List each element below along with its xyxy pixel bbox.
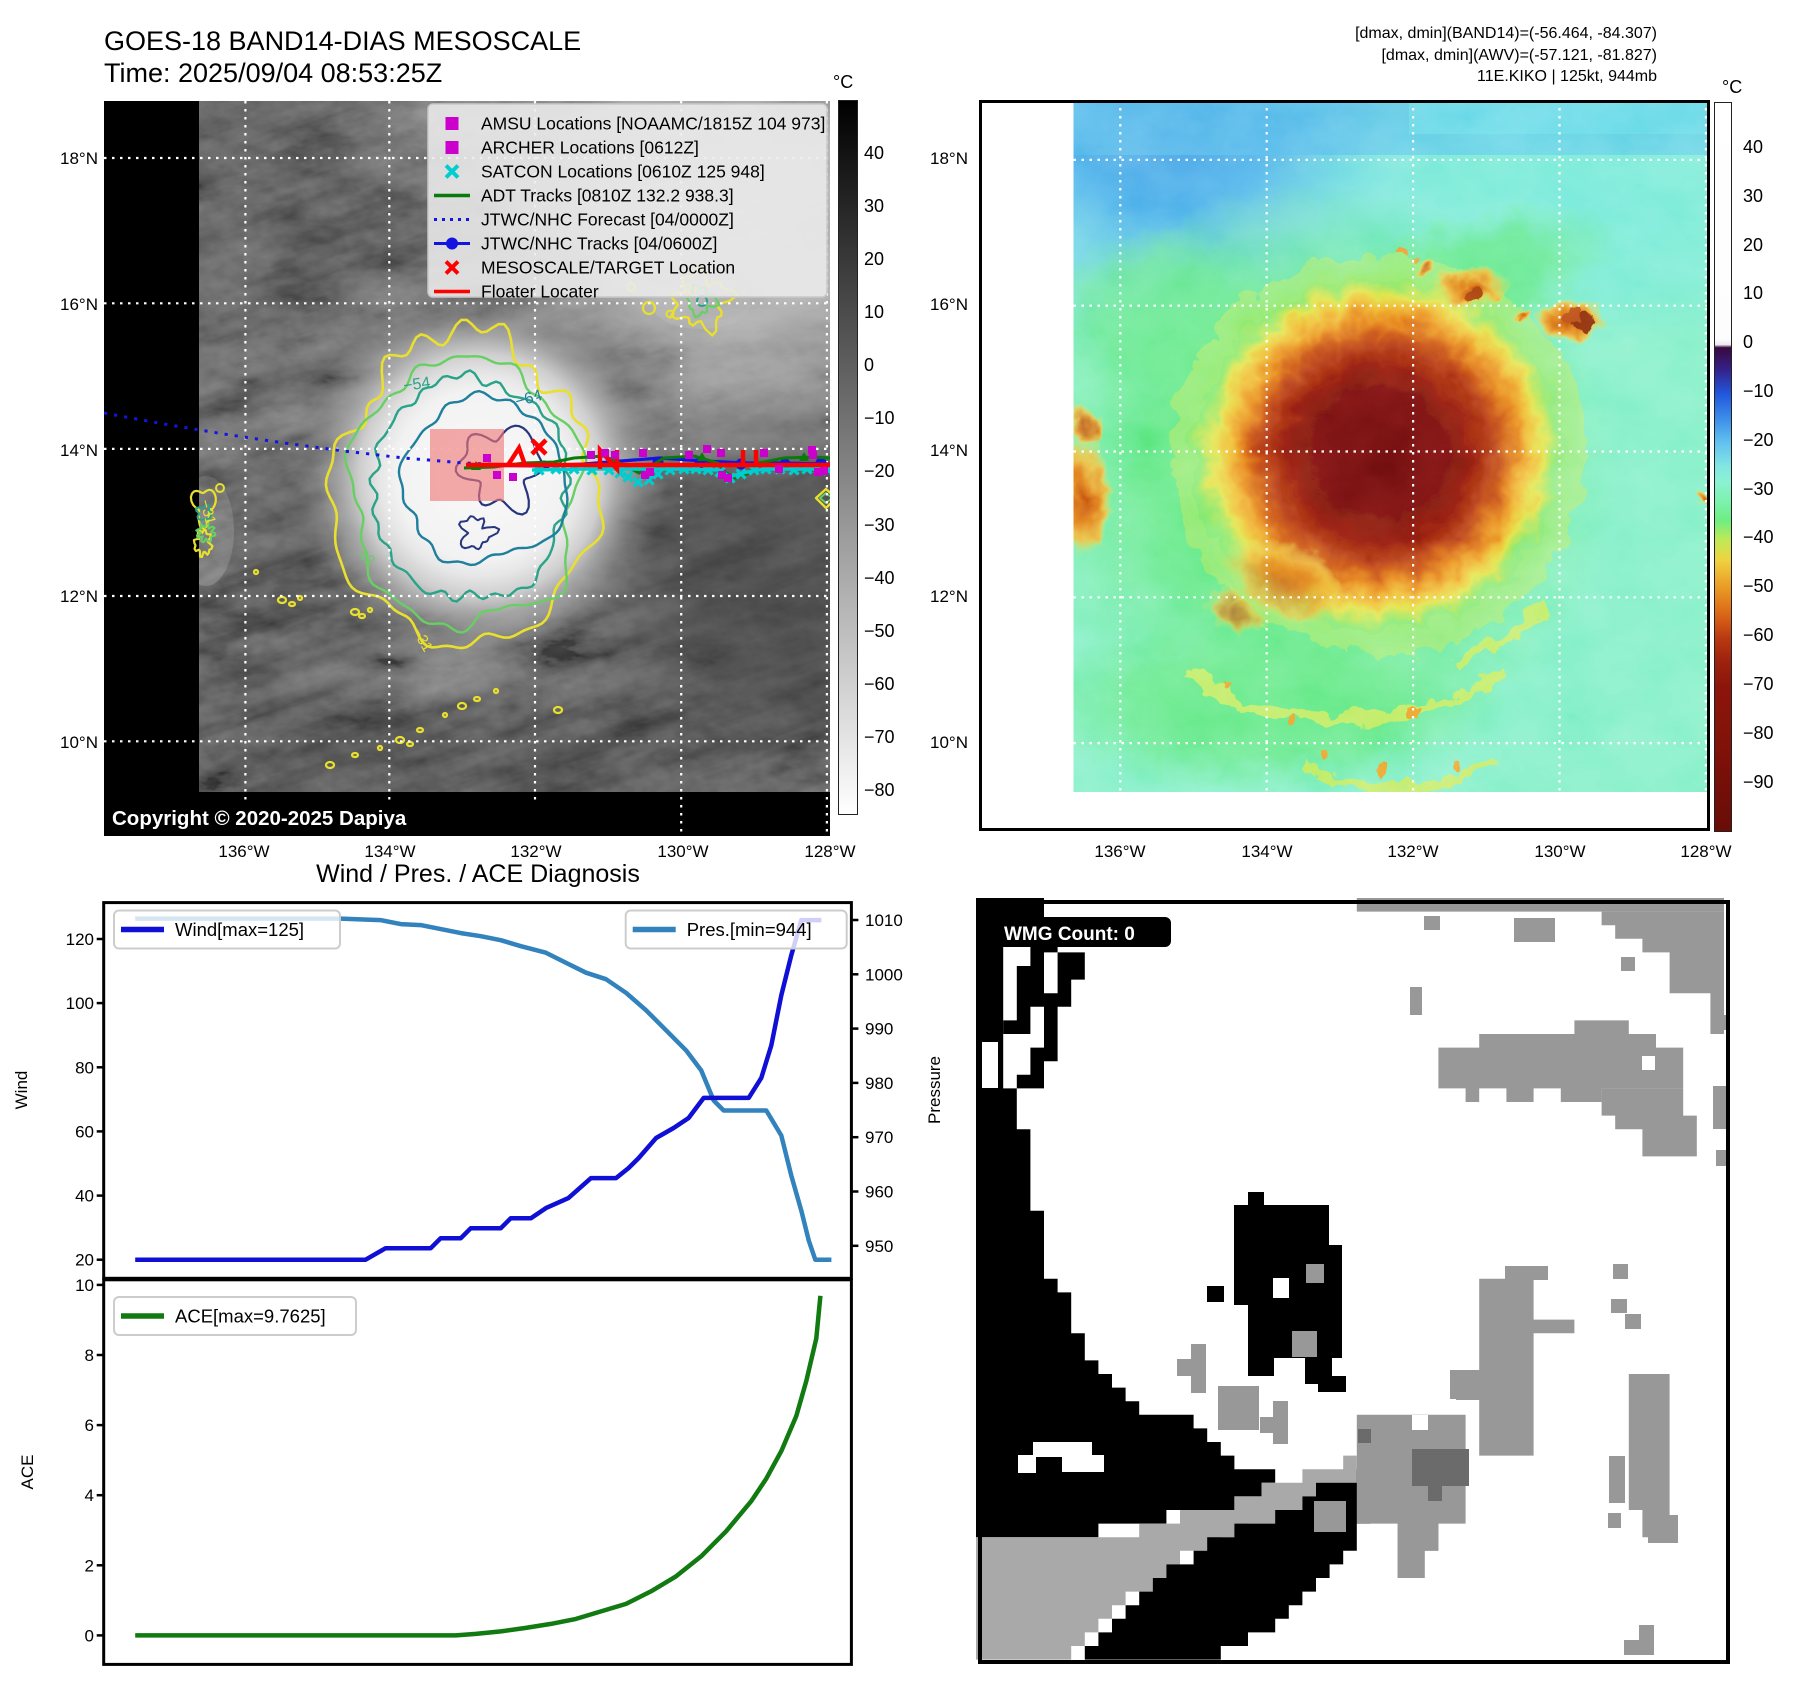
- svg-text:60: 60: [75, 1122, 94, 1141]
- svg-text:Floater Locater: Floater Locater: [481, 282, 599, 302]
- svg-text:950: 950: [865, 1237, 893, 1256]
- svg-text:40: 40: [75, 1187, 94, 1206]
- svg-text:970: 970: [865, 1128, 893, 1147]
- svg-text:100: 100: [66, 994, 94, 1013]
- svg-text:120: 120: [66, 930, 94, 949]
- svg-text:Wind / Pres. / ACE Diagnosis: Wind / Pres. / ACE Diagnosis: [316, 860, 640, 888]
- svg-text:MESOSCALE/TARGET Location: MESOSCALE/TARGET Location: [481, 258, 735, 278]
- svg-text:Wind[max=125]: Wind[max=125]: [175, 919, 304, 940]
- svg-text:JTWC/NHC Tracks [04/0600Z]: JTWC/NHC Tracks [04/0600Z]: [481, 234, 717, 254]
- svg-text:0: 0: [85, 1626, 94, 1645]
- svg-text:Pres.[min=944]: Pres.[min=944]: [687, 919, 812, 940]
- svg-text:AMSU Locations [NOAAMC/1815Z 1: AMSU Locations [NOAAMC/1815Z 104 973]: [481, 114, 825, 134]
- svg-text:10: 10: [75, 1276, 94, 1295]
- svg-text:−54: −54: [402, 374, 431, 395]
- svg-text:SATCON Locations [0610Z 125 94: SATCON Locations [0610Z 125 948]: [481, 162, 765, 182]
- svg-text:−31: −31: [196, 498, 219, 527]
- svg-text:ACE[max=9.7625]: ACE[max=9.7625]: [175, 1306, 326, 1327]
- svg-text:990: 990: [865, 1020, 893, 1039]
- svg-text:980: 980: [865, 1074, 893, 1093]
- svg-text:−64: −64: [513, 387, 544, 411]
- svg-text:2: 2: [85, 1556, 94, 1575]
- svg-text:20: 20: [75, 1251, 94, 1270]
- svg-text:Wind: Wind: [12, 1071, 31, 1110]
- svg-text:ARCHER Locations [0612Z]: ARCHER Locations [0612Z]: [481, 138, 699, 158]
- svg-text:ACE: ACE: [18, 1455, 37, 1490]
- svg-text:Copyright © 2020-2025 Dapiya: Copyright © 2020-2025 Dapiya: [112, 807, 407, 830]
- svg-text:6: 6: [85, 1416, 94, 1435]
- svg-text:1000: 1000: [865, 965, 903, 984]
- svg-text:8: 8: [85, 1346, 94, 1365]
- svg-text:ADT Tracks [0810Z 132.2 938.3]: ADT Tracks [0810Z 132.2 938.3]: [481, 186, 734, 206]
- svg-text:WMG Count: 0: WMG Count: 0: [1004, 924, 1135, 945]
- svg-text:80: 80: [75, 1058, 94, 1077]
- svg-text:JTWC/NHC Forecast [04/0000Z]: JTWC/NHC Forecast [04/0000Z]: [481, 210, 734, 230]
- svg-text:960: 960: [865, 1183, 893, 1202]
- svg-text:Pressure: Pressure: [925, 1056, 944, 1124]
- svg-text:1010: 1010: [865, 911, 903, 930]
- svg-text:4: 4: [85, 1486, 94, 1505]
